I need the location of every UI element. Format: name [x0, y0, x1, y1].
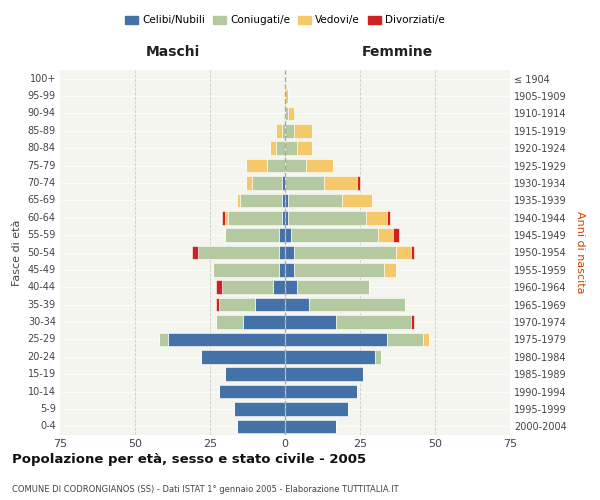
Y-axis label: Anni di nascita: Anni di nascita [575, 211, 586, 294]
Bar [282, 124, 285, 138]
Bar [285, 385, 357, 398]
Bar [324, 176, 357, 190]
Bar [393, 228, 399, 242]
Bar [366, 211, 387, 224]
Bar [285, 263, 294, 276]
Bar [192, 246, 198, 260]
Bar [285, 368, 363, 381]
Text: Popolazione per età, sesso e stato civile - 2005: Popolazione per età, sesso e stato civil… [12, 452, 366, 466]
Bar [294, 246, 396, 260]
Bar [273, 280, 285, 294]
Bar [285, 298, 309, 312]
Bar [285, 90, 288, 103]
Bar [225, 228, 279, 242]
Bar [219, 298, 255, 312]
Bar [198, 246, 279, 260]
Bar [285, 280, 297, 294]
Bar [234, 402, 285, 415]
Bar [342, 194, 372, 207]
Bar [237, 420, 285, 433]
Bar [216, 315, 243, 329]
Bar [246, 176, 252, 190]
Bar [225, 368, 285, 381]
Y-axis label: Fasce di età: Fasce di età [12, 220, 22, 286]
Legend: Celibi/Nubili, Coniugati/e, Vedovi/e, Divorziati/e: Celibi/Nubili, Coniugati/e, Vedovi/e, Di… [121, 12, 449, 30]
Bar [411, 315, 414, 329]
Bar [267, 159, 285, 172]
Bar [240, 194, 282, 207]
Text: Femmine: Femmine [362, 44, 433, 59]
Bar [285, 176, 324, 190]
Bar [216, 280, 222, 294]
Bar [285, 211, 288, 224]
Bar [411, 246, 414, 260]
Bar [282, 194, 285, 207]
Bar [237, 194, 240, 207]
Bar [243, 315, 285, 329]
Bar [285, 159, 306, 172]
Bar [285, 420, 336, 433]
Bar [159, 332, 168, 346]
Bar [285, 194, 288, 207]
Bar [294, 263, 384, 276]
Bar [228, 211, 282, 224]
Bar [276, 142, 285, 155]
Bar [288, 194, 342, 207]
Bar [279, 246, 285, 260]
Bar [285, 106, 288, 120]
Bar [285, 315, 336, 329]
Bar [201, 350, 285, 364]
Bar [285, 332, 387, 346]
Bar [297, 142, 312, 155]
Bar [375, 350, 381, 364]
Bar [285, 124, 294, 138]
Bar [285, 402, 348, 415]
Bar [378, 228, 393, 242]
Bar [276, 124, 282, 138]
Bar [285, 142, 297, 155]
Bar [336, 315, 411, 329]
Bar [285, 350, 375, 364]
Bar [357, 176, 360, 190]
Bar [222, 211, 225, 224]
Bar [219, 385, 285, 398]
Text: Maschi: Maschi [145, 44, 200, 59]
Bar [309, 298, 405, 312]
Bar [168, 332, 285, 346]
Bar [225, 211, 228, 224]
Bar [222, 280, 273, 294]
Bar [288, 211, 366, 224]
Bar [306, 159, 333, 172]
Bar [213, 263, 279, 276]
Bar [294, 124, 312, 138]
Bar [387, 211, 390, 224]
Bar [384, 263, 396, 276]
Bar [252, 176, 282, 190]
Bar [297, 280, 369, 294]
Bar [285, 246, 294, 260]
Bar [285, 228, 291, 242]
Bar [246, 159, 267, 172]
Bar [216, 298, 219, 312]
Bar [423, 332, 429, 346]
Bar [279, 263, 285, 276]
Bar [282, 211, 285, 224]
Bar [255, 298, 285, 312]
Bar [279, 228, 285, 242]
Bar [387, 332, 423, 346]
Bar [396, 246, 411, 260]
Bar [291, 228, 378, 242]
Text: COMUNE DI CODRONGIANOS (SS) - Dati ISTAT 1° gennaio 2005 - Elaborazione TUTTITAL: COMUNE DI CODRONGIANOS (SS) - Dati ISTAT… [12, 485, 398, 494]
Bar [270, 142, 276, 155]
Bar [282, 176, 285, 190]
Bar [288, 106, 294, 120]
